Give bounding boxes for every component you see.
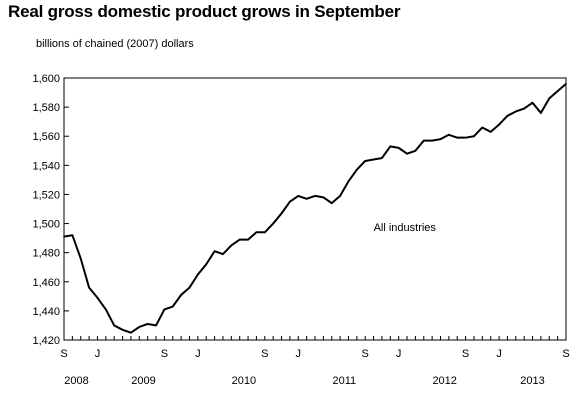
data-point (347, 180, 350, 183)
year-labels: 2008 2009 2010 2011 2012 2013 (64, 375, 544, 387)
data-point (339, 195, 341, 197)
y-tick-label: 1,440 (32, 306, 60, 318)
data-point (180, 294, 182, 296)
plot-frame (63, 77, 567, 341)
data-point (222, 253, 224, 255)
data-point (63, 235, 65, 238)
data-point (138, 326, 141, 328)
year-label: 2010 (232, 375, 256, 387)
year-label: 2011 (332, 375, 356, 387)
data-point (481, 126, 484, 129)
data-point (473, 135, 475, 138)
y-axis-label: billions of chained (2007) dollars (36, 38, 194, 50)
data-point (289, 200, 291, 203)
data-point (439, 138, 442, 140)
data-point (305, 198, 308, 200)
series-annotation: All industries (374, 222, 437, 234)
y-tick-label: 1,600 (32, 73, 60, 85)
y-tick-label: 1,580 (32, 102, 60, 114)
x-tick-label: J (95, 348, 101, 360)
y-tick-label: 1,520 (32, 189, 60, 201)
data-point (356, 168, 358, 171)
data-point (422, 139, 425, 142)
data-point (364, 160, 367, 162)
y-tick-label: 1,420 (32, 335, 60, 347)
y-tick-label: 1,500 (32, 219, 60, 231)
data-point (372, 158, 375, 161)
x-tick-label: S (462, 348, 469, 360)
data-point (155, 324, 157, 327)
y-tick-label: 1,480 (32, 248, 60, 260)
data-point (330, 202, 333, 204)
data-point (130, 331, 132, 334)
data-point (247, 238, 249, 241)
data-point (506, 115, 509, 117)
data-point (146, 323, 149, 325)
data-point (431, 139, 433, 142)
data-point (255, 231, 258, 234)
x-tick-label: S (261, 348, 268, 360)
data-point (297, 195, 300, 197)
data-point (515, 110, 517, 113)
x-tick-label: J (396, 348, 402, 360)
data-point (113, 324, 115, 327)
data-point (523, 107, 525, 110)
data-point (565, 83, 567, 85)
data-point (188, 286, 191, 289)
data-point (105, 308, 107, 311)
data-point (197, 273, 199, 276)
data-point (498, 123, 500, 126)
data-point (96, 296, 99, 299)
data-point (489, 131, 492, 133)
data-point (213, 250, 216, 253)
data-point (230, 244, 233, 247)
data-point (397, 147, 400, 149)
x-tick-label: S (60, 348, 67, 360)
data-point (406, 152, 408, 155)
y-tick-label: 1,460 (32, 277, 60, 289)
data-point (381, 157, 383, 159)
data-point (280, 212, 283, 215)
x-tick-label: J (195, 348, 201, 360)
data-point (414, 149, 417, 152)
data-point (314, 195, 316, 197)
data-point (322, 196, 325, 199)
data-point (238, 238, 241, 241)
year-label: 2008 (64, 375, 88, 387)
x-tick-label: S (562, 348, 569, 360)
data-point (272, 222, 274, 225)
data-point (548, 97, 551, 100)
chart-title: Real gross domestic product grows in Sep… (8, 2, 401, 21)
data-point (456, 136, 459, 139)
data-point (264, 231, 266, 234)
y-tick-label: 1,540 (32, 160, 60, 172)
x-tick-label: J (296, 348, 302, 360)
data-point (389, 145, 392, 148)
data-point (121, 329, 124, 331)
data-point (540, 112, 542, 114)
data-point (556, 90, 559, 92)
data-point (79, 257, 82, 260)
data-point (88, 286, 90, 289)
year-label: 2012 (432, 375, 456, 387)
data-point (531, 101, 534, 104)
x-tick-label: S (362, 348, 369, 360)
x-tick-label: S (161, 348, 168, 360)
data-point (464, 136, 467, 139)
data-points (63, 83, 567, 334)
data-point (448, 133, 450, 136)
x-tick-label: J (496, 348, 502, 360)
y-tick-label: 1,560 (32, 131, 60, 143)
y-axis: 1,420 1,440 1,460 1,480 1,500 1,520 1,540 1,560… (32, 73, 69, 347)
year-label: 2013 (520, 375, 544, 387)
data-point (163, 308, 166, 311)
data-point (171, 305, 174, 308)
series-line-all-industries (63, 83, 567, 334)
data-point (205, 263, 208, 266)
data-point (71, 234, 74, 236)
year-label: 2009 (131, 375, 155, 387)
